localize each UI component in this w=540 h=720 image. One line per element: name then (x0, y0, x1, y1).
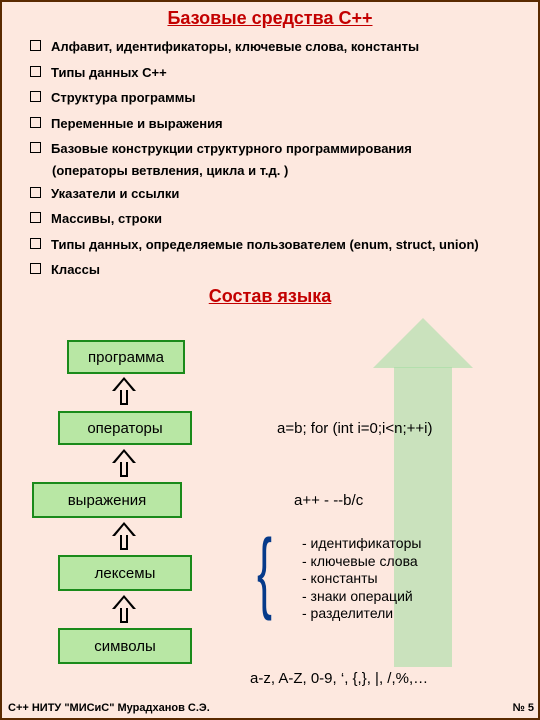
footer-right: № 5 (513, 702, 534, 714)
list-item: Типы данных, определяемые пользователем … (30, 235, 520, 255)
node-operators: операторы (58, 411, 192, 445)
square-bullet-icon (30, 212, 41, 223)
large-up-arrow-icon (373, 318, 473, 368)
up-arrow-icon (112, 522, 136, 550)
slide-title: Базовые средства С++ (2, 8, 538, 29)
lex-item: - разделители (302, 605, 421, 623)
list-item-sub: (операторы ветвления, цикла и т.д. ) (52, 163, 520, 178)
lex-item: - идентификаторы (302, 535, 421, 553)
square-bullet-icon (30, 117, 41, 128)
list-item: Указатели и ссылки (30, 184, 520, 204)
lex-item: - константы (302, 570, 421, 588)
square-bullet-icon (30, 238, 41, 249)
slide-page: Базовые средства С++ Алфавит, идентифика… (0, 0, 540, 720)
annotation-expressions: a++ - --b/c (294, 492, 363, 509)
square-bullet-icon (30, 187, 41, 198)
list-item: Переменные и выражения (30, 114, 520, 134)
annotation-operators: a=b; for (int i=0;i<n;++i) (277, 420, 433, 437)
list-item: Алфавит, идентификаторы, ключевые слова,… (30, 37, 520, 57)
node-lexemes: лексемы (58, 555, 192, 591)
up-arrow-icon (112, 449, 136, 477)
square-bullet-icon (30, 91, 41, 102)
lex-item: - ключевые слова (302, 553, 421, 571)
square-bullet-icon (30, 142, 41, 153)
bullet-list: Алфавит, идентификаторы, ключевые слова,… (30, 37, 520, 280)
up-arrow-icon (112, 595, 136, 623)
node-expressions: выражения (32, 482, 182, 518)
language-structure-diagram: программа операторы выражения лексемы си… (2, 332, 540, 702)
annotation-symbols: a-z, A-Z, 0-9, ‘, {,}, |, /,%,… (250, 670, 428, 687)
up-arrow-icon (112, 377, 136, 405)
lex-item: - знаки операций (302, 588, 421, 606)
slide-footer: C++ НИТУ "МИСиС" Мурадханов С.Э. № 5 (8, 702, 534, 714)
footer-left: C++ НИТУ "МИСиС" Мурадханов С.Э. (8, 702, 210, 714)
square-bullet-icon (30, 263, 41, 274)
square-bullet-icon (30, 40, 41, 51)
list-item: Базовые конструкции структурного програм… (30, 139, 520, 159)
section-subtitle: Состав языка (2, 286, 538, 307)
curly-brace-icon: { (257, 527, 272, 617)
node-symbols: символы (58, 628, 192, 664)
list-item: Структура программы (30, 88, 520, 108)
annotation-lexemes-list: - идентификаторы - ключевые слова - конс… (302, 535, 421, 623)
list-item: Классы (30, 260, 520, 280)
list-item: Массивы, строки (30, 209, 520, 229)
list-item: Типы данных С++ (30, 63, 520, 83)
node-program: программа (67, 340, 185, 374)
square-bullet-icon (30, 66, 41, 77)
